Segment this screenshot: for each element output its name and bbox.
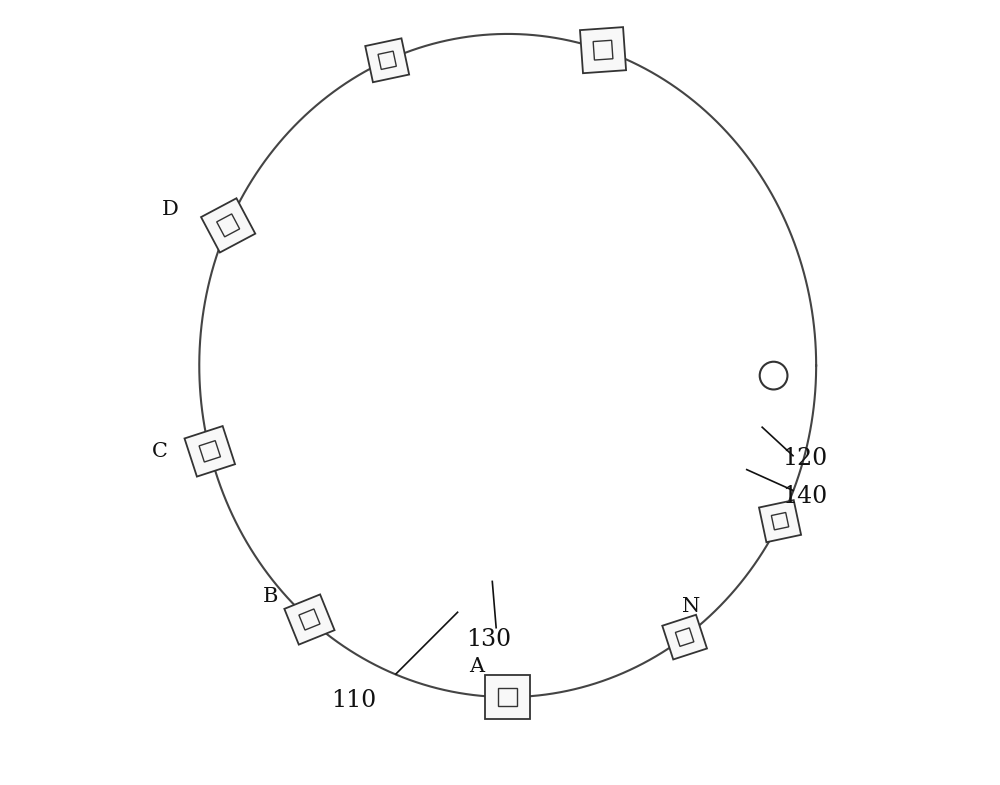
Text: 120: 120 [782,447,827,469]
Polygon shape [759,500,801,542]
Polygon shape [284,594,335,644]
Polygon shape [662,615,707,659]
Text: 130: 130 [466,628,511,651]
Text: 140: 140 [782,485,827,508]
Polygon shape [365,38,409,82]
Polygon shape [485,675,530,719]
Polygon shape [580,27,626,73]
Polygon shape [185,426,235,476]
Text: C: C [152,442,168,461]
Text: A: A [469,657,484,676]
Text: 110: 110 [331,689,376,713]
Polygon shape [201,199,255,253]
Text: B: B [263,587,279,606]
Text: N: N [682,597,700,615]
Text: D: D [162,200,179,220]
